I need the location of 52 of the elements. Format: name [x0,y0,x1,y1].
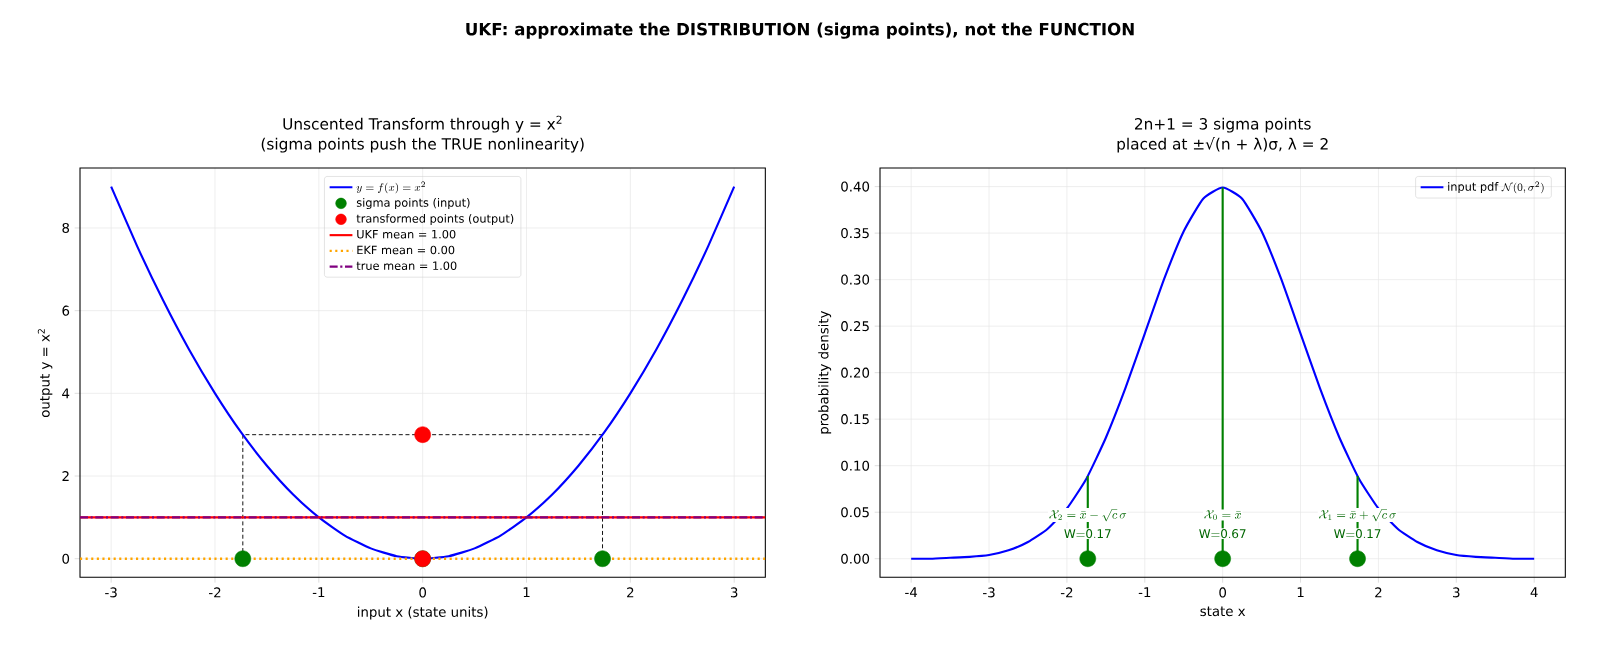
x-tick-label: 3 [1453,587,1460,598]
text: UKF: approximate the DISTRIBUTION (sigma points), not the FUNCTION [466,22,1134,39]
annotation: $\mathrm{W{=}0.17}$ [1334,529,1381,539]
annotation: $\mathcal{X}_0 = \bar{x}$ [1204,510,1242,521]
y-tick-label: 0.25 [841,321,869,332]
y-tick-label: 4 [62,388,70,399]
annotation: $\mathcal{X}_1 = \bar{x} + \sqrt{c}\,\sigma$ [1319,509,1397,522]
legend-label: $\mbox{EKF mean = 0.00}$ [357,245,455,255]
annotation: $\mathcal{X}_2 = \bar{x} - \sqrt{c}\,\sigma$ [1049,509,1127,522]
x-axis-title: input x (state units) [357,606,488,620]
chart-subtitle: placed at ±√(n + λ)σ, λ = 2 [1117,137,1328,153]
y-tick-label: 0.00 [841,553,870,564]
x-tick-label: 0 [1219,587,1227,598]
y-axis-title: probability density [818,311,832,434]
legend-label: $\mbox{input pdf }\mathcal{N}(0, \sigma^2)$ [1448,181,1544,194]
x-tick-label: 1 [1297,587,1304,598]
x-tick-label: 1 [523,587,530,598]
y-tick-label: 2 [62,471,69,482]
x-tick-label: 2 [1375,587,1382,598]
legend-label: $\mbox{UKF mean = 1.00}$ [357,230,456,239]
legend-label: $\mbox{transformed points (output)}$ [356,214,514,226]
y-tick-label: 0.35 [841,228,869,239]
y-tick-label: 0 [62,553,70,564]
x-tick-label: -4 [905,587,918,598]
legend-label: $y = f(x) = x^2$ [356,181,425,194]
y-tick-label: 0.10 [841,460,870,471]
x-tick-label: 3 [730,587,738,598]
x-tick-label: -3 [105,587,117,598]
x-tick-label: -1 [312,587,325,598]
y-axis-title: output y = x$^{2}$ [37,329,53,418]
x-tick-label: -2 [1060,587,1073,598]
x-tick-label: 4 [1530,587,1538,598]
legend-label: $\mbox{sigma points (input)}$ [356,198,470,210]
x-tick-label: -3 [983,587,995,598]
annotation: $\mathrm{W{=}0.67}$ [1199,529,1246,539]
legend-label: $\mbox{true mean = 1.00}$ [356,261,457,271]
y-tick-label: 0.30 [841,274,870,285]
y-tick-label: 8 [62,223,70,234]
y-tick-label: 0.05 [841,507,869,518]
x-tick-label: -1 [1138,587,1151,598]
annotation: $\mathrm{W{=}0.17}$ [1064,529,1111,539]
x-tick-label: 2 [627,587,634,598]
chart-title: Unscented Transform through y = x$^{2}$ [283,115,562,133]
x-axis-title: state x [1200,606,1246,617]
y-tick-label: 0.40 [841,181,870,192]
chart-title: 2n+1 = 3 sigma points [1135,117,1311,133]
x-tick-label: 0 [419,587,427,598]
y-tick-label: 0.15 [841,414,869,425]
y-tick-label: 6 [62,305,70,316]
chart-subtitle: (sigma points push the TRUE nonlinearity) [261,137,584,153]
x-tick-label: -2 [209,587,221,598]
y-tick-label: 0.20 [841,367,870,378]
